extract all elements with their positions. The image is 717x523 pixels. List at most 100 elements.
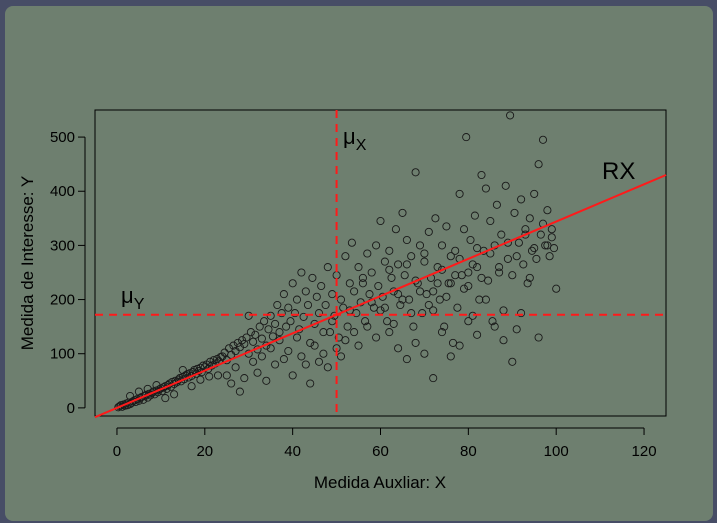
x-tick-label: 100 <box>544 443 569 460</box>
data-point <box>381 258 388 265</box>
data-point <box>329 291 336 298</box>
data-point <box>399 209 406 216</box>
data-point <box>337 296 344 303</box>
data-point <box>342 337 349 344</box>
data-point <box>324 264 331 271</box>
data-point <box>320 350 327 357</box>
data-point <box>416 288 423 295</box>
mu-y-label: μY <box>121 283 145 313</box>
data-point <box>302 288 309 295</box>
data-point <box>535 161 542 168</box>
data-point <box>416 242 423 249</box>
data-point <box>544 207 551 214</box>
data-point <box>443 223 450 230</box>
lines-layer <box>95 110 666 417</box>
data-point <box>504 255 511 262</box>
data-point <box>289 372 296 379</box>
data-point <box>307 380 314 387</box>
data-point <box>342 253 349 260</box>
data-point <box>276 329 283 336</box>
data-point <box>507 112 514 119</box>
data-point <box>412 169 419 176</box>
data-point <box>214 372 221 379</box>
data-point <box>298 353 305 360</box>
data-point <box>520 261 527 268</box>
data-point <box>324 364 331 371</box>
data-point <box>533 255 540 262</box>
data-point <box>421 250 428 257</box>
data-point <box>498 231 505 238</box>
x-tick-label: 20 <box>196 443 213 460</box>
data-point <box>425 301 432 308</box>
data-point <box>302 361 309 368</box>
data-point <box>476 296 483 303</box>
data-point <box>526 215 533 222</box>
data-point <box>386 266 393 273</box>
data-point <box>206 373 213 380</box>
data-point <box>293 296 300 303</box>
data-point <box>513 326 520 333</box>
x-tick-label: 80 <box>460 443 477 460</box>
data-point <box>408 253 415 260</box>
data-point <box>456 342 463 349</box>
mu-x-label: μX <box>343 124 367 154</box>
x-axis-label: Medida Auxliar: X <box>314 473 446 492</box>
data-point <box>410 323 417 330</box>
data-point <box>465 318 472 325</box>
data-point <box>518 196 525 203</box>
data-point <box>236 388 243 395</box>
data-point <box>250 358 257 365</box>
data-point <box>460 226 467 233</box>
data-point <box>326 329 333 336</box>
data-point <box>436 296 443 303</box>
data-point <box>403 236 410 243</box>
data-point <box>348 239 355 246</box>
x-tick-label: 40 <box>284 443 301 460</box>
data-point <box>502 182 509 189</box>
data-point <box>474 331 481 338</box>
data-point <box>432 215 439 222</box>
data-point <box>274 301 281 308</box>
data-point <box>474 245 481 252</box>
data-point <box>487 217 494 224</box>
y-axis-label: Medida de Interesse: Y <box>18 176 37 351</box>
data-point <box>258 335 265 342</box>
data-point <box>403 261 410 268</box>
data-point <box>386 329 393 336</box>
data-point <box>478 171 485 178</box>
data-point <box>421 258 428 265</box>
data-point <box>289 280 296 287</box>
data-point <box>267 312 274 319</box>
data-point <box>280 291 287 298</box>
data-point <box>285 304 292 311</box>
x-tick-label: 0 <box>113 443 121 460</box>
data-point <box>171 391 178 398</box>
data-point <box>515 239 522 246</box>
data-point <box>245 312 252 319</box>
data-point <box>395 345 402 352</box>
data-point <box>537 231 544 238</box>
data-point <box>548 234 555 241</box>
data-point <box>390 320 397 327</box>
data-point <box>423 291 430 298</box>
data-point <box>373 334 380 341</box>
data-point <box>272 320 279 327</box>
data-point <box>287 318 294 325</box>
data-point <box>471 212 478 219</box>
data-point <box>269 333 276 340</box>
data-point <box>425 228 432 235</box>
y-tick-label: 500 <box>50 129 75 146</box>
regression-line <box>95 175 666 417</box>
data-point <box>513 253 520 260</box>
data-point <box>241 375 248 382</box>
data-point <box>412 339 419 346</box>
data-point <box>377 217 384 224</box>
data-point <box>482 185 489 192</box>
data-point <box>263 377 270 384</box>
data-point <box>392 226 399 233</box>
x-tick-label: 60 <box>372 443 389 460</box>
data-point <box>333 272 340 279</box>
data-point <box>511 209 518 216</box>
data-point <box>359 280 366 287</box>
data-point <box>430 375 437 382</box>
